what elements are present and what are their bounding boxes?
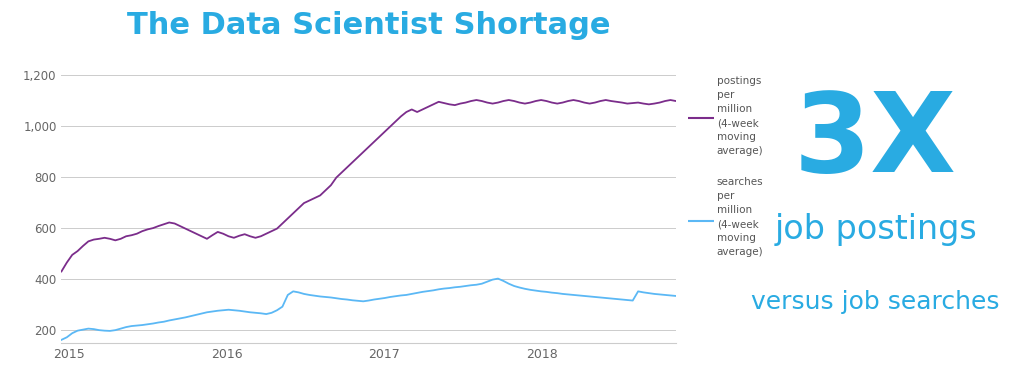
- Text: The Data Scientist Shortage: The Data Scientist Shortage: [127, 11, 610, 40]
- Text: job postings: job postings: [774, 213, 977, 247]
- Text: postings
per
million
(4-week
moving
average): postings per million (4-week moving aver…: [717, 76, 764, 156]
- Text: versus job searches: versus job searches: [752, 290, 999, 314]
- Text: searches
per
million
(4-week
moving
average): searches per million (4-week moving aver…: [717, 177, 764, 257]
- Text: 3X: 3X: [794, 88, 957, 195]
